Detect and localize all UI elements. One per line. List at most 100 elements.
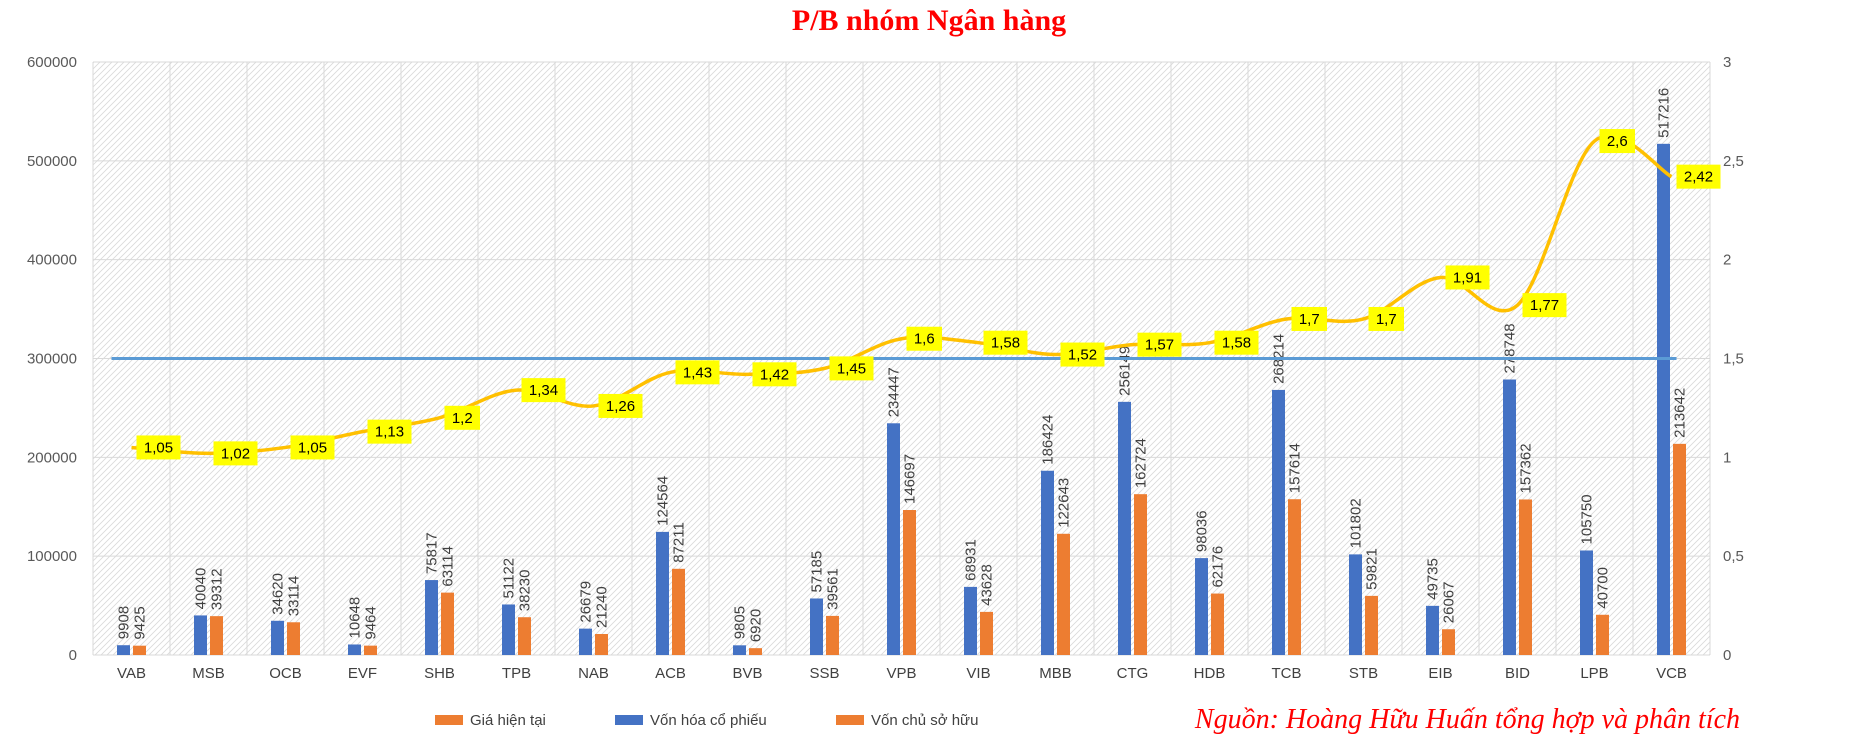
bar-von-csh-nab <box>595 634 608 655</box>
bar-value-label: 62176 <box>1210 546 1227 588</box>
bar-value-label: 59821 <box>1364 548 1381 590</box>
bar-von-csh-bid <box>1519 499 1532 655</box>
x-tick-label: TPB <box>502 665 531 682</box>
bar-von-csh-vcb <box>1673 443 1686 655</box>
pb-label: 1,13 <box>375 424 404 441</box>
x-tick-label: SSB <box>809 665 839 682</box>
pb-label-box <box>1599 129 1635 154</box>
bar-value-label: 39312 <box>209 568 226 610</box>
bar-value-label: 68931 <box>963 539 980 581</box>
bar-von-hoa-nab <box>579 628 592 655</box>
pb-label-box <box>829 356 874 381</box>
bar-von-hoa-msb <box>194 615 207 655</box>
pb-label-box <box>444 405 480 430</box>
pb-label: 2,42 <box>1684 169 1713 186</box>
x-tick-label: HDB <box>1194 665 1226 682</box>
bar-von-csh-lpb <box>1596 614 1609 655</box>
bar-von-csh-bvb <box>749 648 762 655</box>
y-tick-label: 0 <box>69 647 77 664</box>
y-tick-label: 200000 <box>27 449 77 466</box>
bar-von-hoa-ctg <box>1118 401 1131 655</box>
bar-value-label: 105750 <box>1579 494 1596 544</box>
bar-von-hoa-shb <box>425 580 438 655</box>
x-tick-label: SHB <box>424 665 455 682</box>
bar-von-hoa-vib <box>964 586 977 655</box>
pb-label-box <box>521 378 566 403</box>
bar-von-hoa-tpb <box>502 604 515 655</box>
bar-von-csh-ctg <box>1134 494 1147 655</box>
pb-label: 1,77 <box>1530 297 1559 314</box>
bar-value-label: 26067 <box>1441 582 1458 624</box>
bar-value-label: 157614 <box>1287 443 1304 493</box>
pb-label-box <box>752 362 797 387</box>
bar-value-label: 186424 <box>1040 415 1057 465</box>
x-tick-label: MBB <box>1039 665 1072 682</box>
bar-von-csh-stb <box>1365 595 1378 655</box>
pb-label-box <box>1522 293 1567 318</box>
x-tick-label: EIB <box>1428 665 1452 682</box>
y-axis-left: 0 100000 200000 300000 400000 500000 600000 <box>27 54 77 664</box>
y-tick-label: 400000 <box>27 252 77 269</box>
pb-label-box <box>1214 330 1259 355</box>
pb-label: 1,26 <box>606 398 635 415</box>
pb-label: 1,34 <box>529 382 558 399</box>
bar-von-csh-vib <box>980 611 993 655</box>
pb-label-box <box>675 360 720 385</box>
bar-value-label: 33114 <box>286 576 303 617</box>
x-tick-label: MSB <box>192 665 225 682</box>
legend-label: Vốn chủ sở hữu <box>871 712 978 729</box>
bar-value-label: 122643 <box>1056 478 1073 528</box>
bar-value-label: 146697 <box>902 454 919 504</box>
x-tick-label: BID <box>1505 665 1530 682</box>
x-tick-label: BVB <box>732 665 762 682</box>
bar-von-csh-tcb <box>1288 499 1301 655</box>
lines: 1,05 1,02 1,05 1,13 1,2 1,34 1,26 1,43 1,42 1,45 1… <box>111 129 1721 466</box>
pb-label-box <box>1676 164 1721 189</box>
x-tick-label: NAB <box>578 665 609 682</box>
bar-value-label: 124564 <box>655 476 672 526</box>
x-tick-label: ACB <box>655 665 686 682</box>
bar-von-csh-msb <box>210 616 223 655</box>
chart-title: P/B nhóm Ngân hàng <box>792 4 1066 37</box>
bar-von-csh-mbb <box>1057 533 1070 655</box>
bar-von-csh-vpb <box>903 510 916 655</box>
pb-label: 1,58 <box>1222 335 1251 352</box>
bar-value-label: 162724 <box>1133 438 1150 488</box>
pb-label-box <box>1137 332 1182 357</box>
pb-label: 1,58 <box>991 335 1020 352</box>
bar-von-csh-evf <box>364 645 377 655</box>
bar-von-hoa-bvb <box>733 645 746 655</box>
bar-value-label: 40040 <box>193 568 210 610</box>
legend-label: Giá hiện tại <box>470 712 546 729</box>
pb-label: 1,91 <box>1453 269 1482 286</box>
bar-value-label: 21240 <box>594 586 611 628</box>
bar-value-label: 213642 <box>1672 388 1689 438</box>
x-tick-label: VCB <box>1656 665 1687 682</box>
bar-value-label: 234447 <box>886 367 903 417</box>
y-tick-label: 500000 <box>27 153 77 170</box>
bar-value-label: 9464 <box>363 606 380 639</box>
pb-label-box <box>1445 265 1490 290</box>
pb-label-box <box>367 419 412 444</box>
bar-value-label: 278748 <box>1502 323 1519 373</box>
bar-value-label: 75817 <box>424 532 441 574</box>
bar-value-label: 98036 <box>1194 510 1211 552</box>
bar-von-csh-hdb <box>1211 593 1224 655</box>
pb-label-box <box>1291 306 1327 331</box>
bar-value-label: 10648 <box>347 597 364 639</box>
x-tick-label: VPB <box>886 665 916 682</box>
pb-label: 1,52 <box>1068 347 1097 364</box>
legend-label: Vốn hóa cổ phiếu <box>650 712 767 729</box>
bar-value-label: 517216 <box>1656 88 1673 138</box>
pb-label: 1,7 <box>1376 311 1397 328</box>
bar-von-csh-acb <box>672 568 685 655</box>
bar-von-hoa-tcb <box>1272 389 1285 655</box>
x-tick-label: OCB <box>269 665 302 682</box>
pb-label-box <box>1060 342 1105 367</box>
y-tick-label: 100000 <box>27 548 77 565</box>
bar-von-hoa-lpb <box>1580 550 1593 655</box>
x-tick-label: VIB <box>966 665 990 682</box>
pb-label: 1,2 <box>452 410 473 427</box>
bar-value-label: 87211 <box>671 522 688 563</box>
